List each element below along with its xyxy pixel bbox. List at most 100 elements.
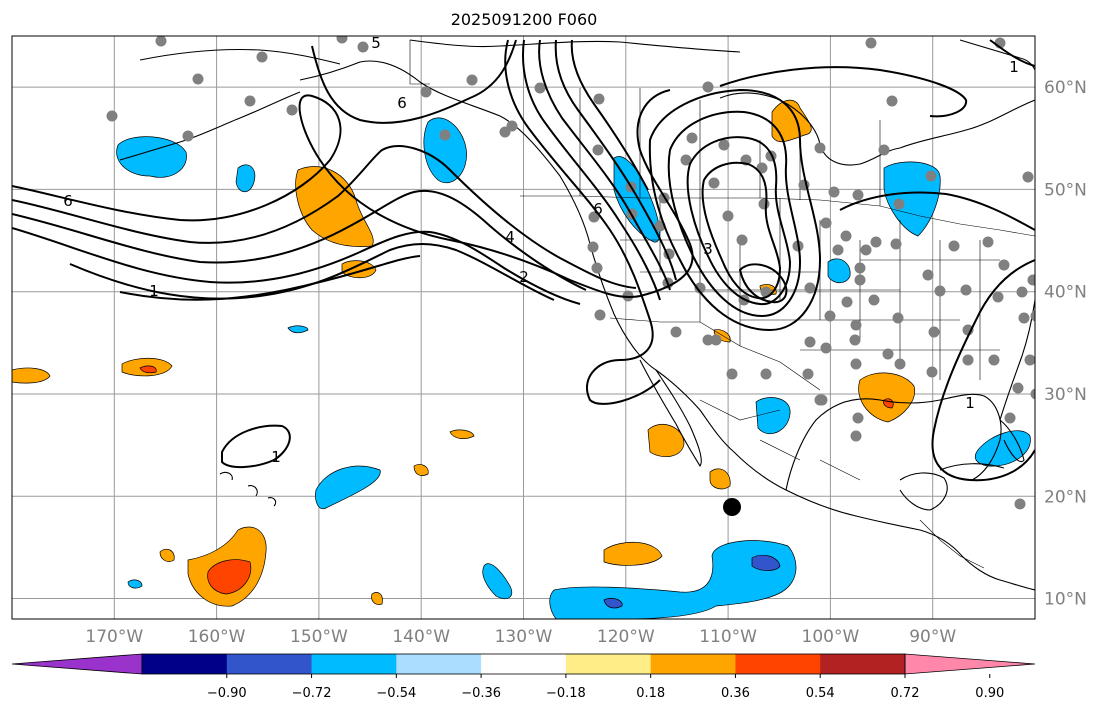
pos-blob-s1 — [159, 548, 175, 562]
contour-ridge-4 — [554, 39, 677, 281]
station-dot — [722, 210, 734, 222]
station-dot — [852, 412, 864, 424]
station-dot — [1030, 388, 1035, 400]
colorbar-tick-label: 0.90 — [975, 686, 1004, 701]
map-frame — [11, 35, 1036, 620]
station-dot — [286, 104, 298, 116]
contour-6 — [119, 255, 421, 301]
station-dot — [892, 312, 904, 324]
contour-1-west — [12, 89, 694, 298]
contour-label-group: 6 6 1 4 2 6 3 1 1 5 1 — [63, 34, 1019, 466]
lon-tick-label: 160°W — [188, 627, 246, 647]
lon-tick-label: 120°W — [597, 627, 655, 647]
station-dot — [852, 189, 864, 201]
station-dot — [1027, 274, 1035, 286]
station-dot — [588, 211, 600, 223]
station-dot — [1024, 354, 1035, 366]
station-dot — [702, 334, 714, 346]
station-dot — [824, 310, 836, 322]
station-dot — [868, 294, 880, 306]
contour-low-4 — [701, 161, 782, 300]
location-marker — [723, 498, 741, 516]
neg-blob-pac2 — [482, 563, 513, 600]
lat-tick-label: 20°N — [1044, 487, 1087, 507]
coast-yucatan — [899, 472, 948, 511]
station-dot — [870, 236, 882, 248]
station-dot — [244, 95, 256, 107]
station-dot — [934, 285, 946, 297]
station-dot — [804, 282, 816, 294]
contour-low-2 — [667, 110, 802, 318]
pos-blob-texas — [858, 372, 916, 423]
station-dot — [708, 177, 720, 189]
map-area: 6 6 1 4 2 6 3 1 1 5 1 — [12, 34, 1035, 619]
colorbar-tick-label: 0.36 — [721, 686, 750, 701]
station-dot — [718, 139, 730, 151]
station-dot — [1004, 412, 1016, 424]
station-dot — [758, 198, 770, 210]
colorbar-box — [735, 654, 821, 674]
pos-blob-edge — [12, 367, 51, 384]
lat-tick-label: 50°N — [1044, 180, 1087, 200]
station-dot — [886, 95, 898, 107]
station-dot — [439, 129, 451, 141]
station-dot — [832, 244, 844, 256]
colorbar-tick-label: −0.54 — [376, 686, 416, 701]
map-title: 2025091200 F060 — [450, 10, 598, 29]
station-dot — [736, 234, 748, 246]
contour-label: 5 — [371, 34, 381, 52]
station-dot — [1014, 498, 1026, 510]
contour-label: 1 — [965, 394, 975, 412]
station-dot — [106, 110, 118, 122]
contour-e — [839, 191, 1035, 231]
pos-blob-trop — [603, 541, 663, 566]
border-alaska — [409, 40, 430, 85]
lon-tick-label: 150°W — [290, 627, 348, 647]
station-dot — [841, 296, 853, 308]
colorbar-extend-high — [904, 653, 1036, 675]
station-dot — [878, 144, 890, 156]
neg-core-trop — [751, 554, 781, 571]
station-dot — [850, 430, 862, 442]
contour-label: 1 — [1009, 58, 1019, 76]
neg-blob-tiny2 — [127, 579, 143, 589]
contour-low-3 — [686, 136, 792, 306]
contour-label: 4 — [505, 228, 515, 246]
station-dot — [820, 342, 832, 354]
station-dot — [256, 51, 268, 63]
station-dot — [890, 238, 902, 250]
station-dot — [850, 358, 862, 370]
coast-hawaii — [219, 471, 277, 507]
coast-florida — [999, 419, 1025, 462]
colorbar-box — [565, 654, 652, 674]
neg-blob-alaska — [116, 136, 187, 178]
colorbar-outline — [141, 653, 906, 675]
neg-core-trop2 — [603, 598, 623, 609]
lon-tick-label: 100°W — [802, 627, 860, 647]
colorbar-tick-label: −0.18 — [546, 686, 586, 701]
station-dot — [710, 334, 722, 346]
colorbar-box — [142, 654, 228, 674]
pos-blob-baja — [647, 424, 685, 458]
station-dot — [592, 144, 604, 156]
lat-tick-label: 10°N — [1044, 590, 1087, 610]
station-dot — [587, 241, 599, 253]
station-dot — [357, 41, 369, 53]
contour-ridge-3 — [538, 39, 671, 291]
station-dot — [670, 326, 682, 338]
contour-outer — [311, 39, 517, 124]
neg-blob-plains — [827, 258, 851, 284]
station-dot — [802, 368, 814, 380]
contour-low-5 — [738, 263, 788, 304]
station-dot — [850, 319, 862, 331]
mexico-states — [699, 399, 861, 481]
lon-tick-label: 110°W — [699, 627, 757, 647]
lat-tick-label: 40°N — [1044, 283, 1087, 303]
station-dot — [534, 82, 546, 94]
contour-label: 6 — [63, 192, 73, 210]
contour-2 — [12, 145, 637, 289]
colorbar-tick-label: −0.36 — [461, 686, 501, 701]
pos-core-w1 — [139, 365, 157, 374]
station-dot — [760, 368, 772, 380]
